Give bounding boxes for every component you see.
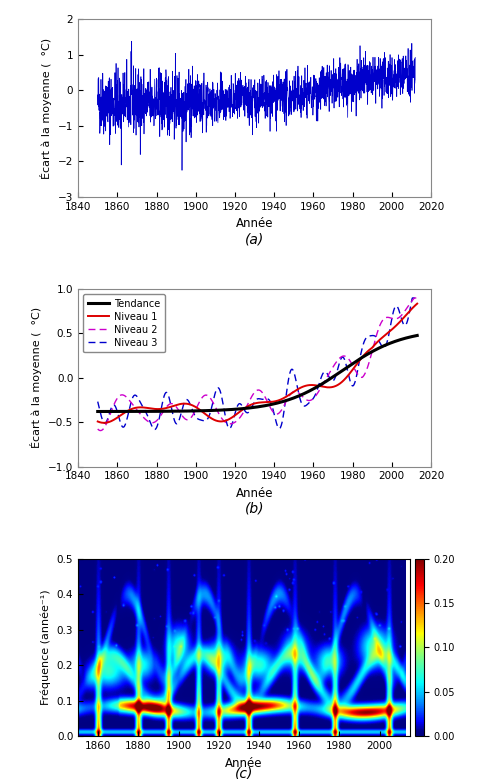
Tendance	[95, 407, 101, 416]
Niveau 3	[370, 331, 376, 340]
Niveau 2	[95, 425, 101, 434]
Text: (a): (a)	[245, 232, 264, 246]
Niveau 3	[337, 355, 343, 365]
Niveau 1	[115, 413, 121, 422]
Niveau 2	[298, 391, 304, 400]
Niveau 3	[152, 425, 158, 434]
Niveau 3	[409, 294, 415, 303]
Text: (c): (c)	[235, 767, 253, 779]
X-axis label: Année: Année	[236, 217, 273, 231]
Y-axis label: Écart à la moyenne (  °C): Écart à la moyenne ( °C)	[40, 37, 52, 178]
Niveau 3	[114, 407, 120, 417]
Niveau 2	[414, 294, 420, 303]
Line: Tendance: Tendance	[98, 336, 417, 411]
Y-axis label: Fréquence (année⁻¹): Fréquence (année⁻¹)	[41, 590, 51, 705]
Niveau 2	[289, 388, 295, 397]
Niveau 1	[370, 342, 376, 351]
Niveau 1	[101, 418, 107, 428]
Niveau 2	[411, 294, 417, 303]
Y-axis label: Écart à la moyenne (  °C): Écart à la moyenne ( °C)	[30, 307, 42, 449]
Tendance	[289, 394, 295, 404]
Niveau 1	[298, 382, 304, 392]
Niveau 2	[337, 353, 343, 362]
Tendance	[298, 390, 304, 400]
Niveau 3	[414, 294, 420, 303]
Niveau 3	[298, 399, 304, 408]
Tendance	[370, 347, 376, 356]
Niveau 2	[115, 393, 121, 403]
Niveau 2	[281, 402, 287, 411]
X-axis label: Année: Année	[225, 756, 263, 770]
Niveau 2	[97, 426, 103, 435]
Niveau 3	[95, 397, 101, 407]
Niveau 1	[281, 393, 287, 403]
X-axis label: Année: Année	[236, 487, 273, 500]
Niveau 2	[370, 343, 376, 352]
Tendance	[337, 368, 343, 377]
Niveau 1	[95, 417, 101, 426]
Tendance	[414, 331, 420, 340]
Line: Niveau 1: Niveau 1	[98, 304, 417, 423]
Niveau 1	[337, 379, 343, 388]
Text: (b): (b)	[245, 502, 264, 516]
Legend: Tendance, Niveau 1, Niveau 2, Niveau 3: Tendance, Niveau 1, Niveau 2, Niveau 3	[83, 294, 165, 352]
Tendance	[114, 407, 120, 416]
Tendance	[280, 397, 286, 406]
Niveau 3	[281, 409, 287, 418]
Niveau 1	[414, 299, 420, 308]
Line: Niveau 2: Niveau 2	[98, 298, 417, 431]
Niveau 1	[289, 388, 295, 397]
Niveau 3	[289, 365, 295, 374]
Line: Niveau 3: Niveau 3	[98, 298, 417, 429]
